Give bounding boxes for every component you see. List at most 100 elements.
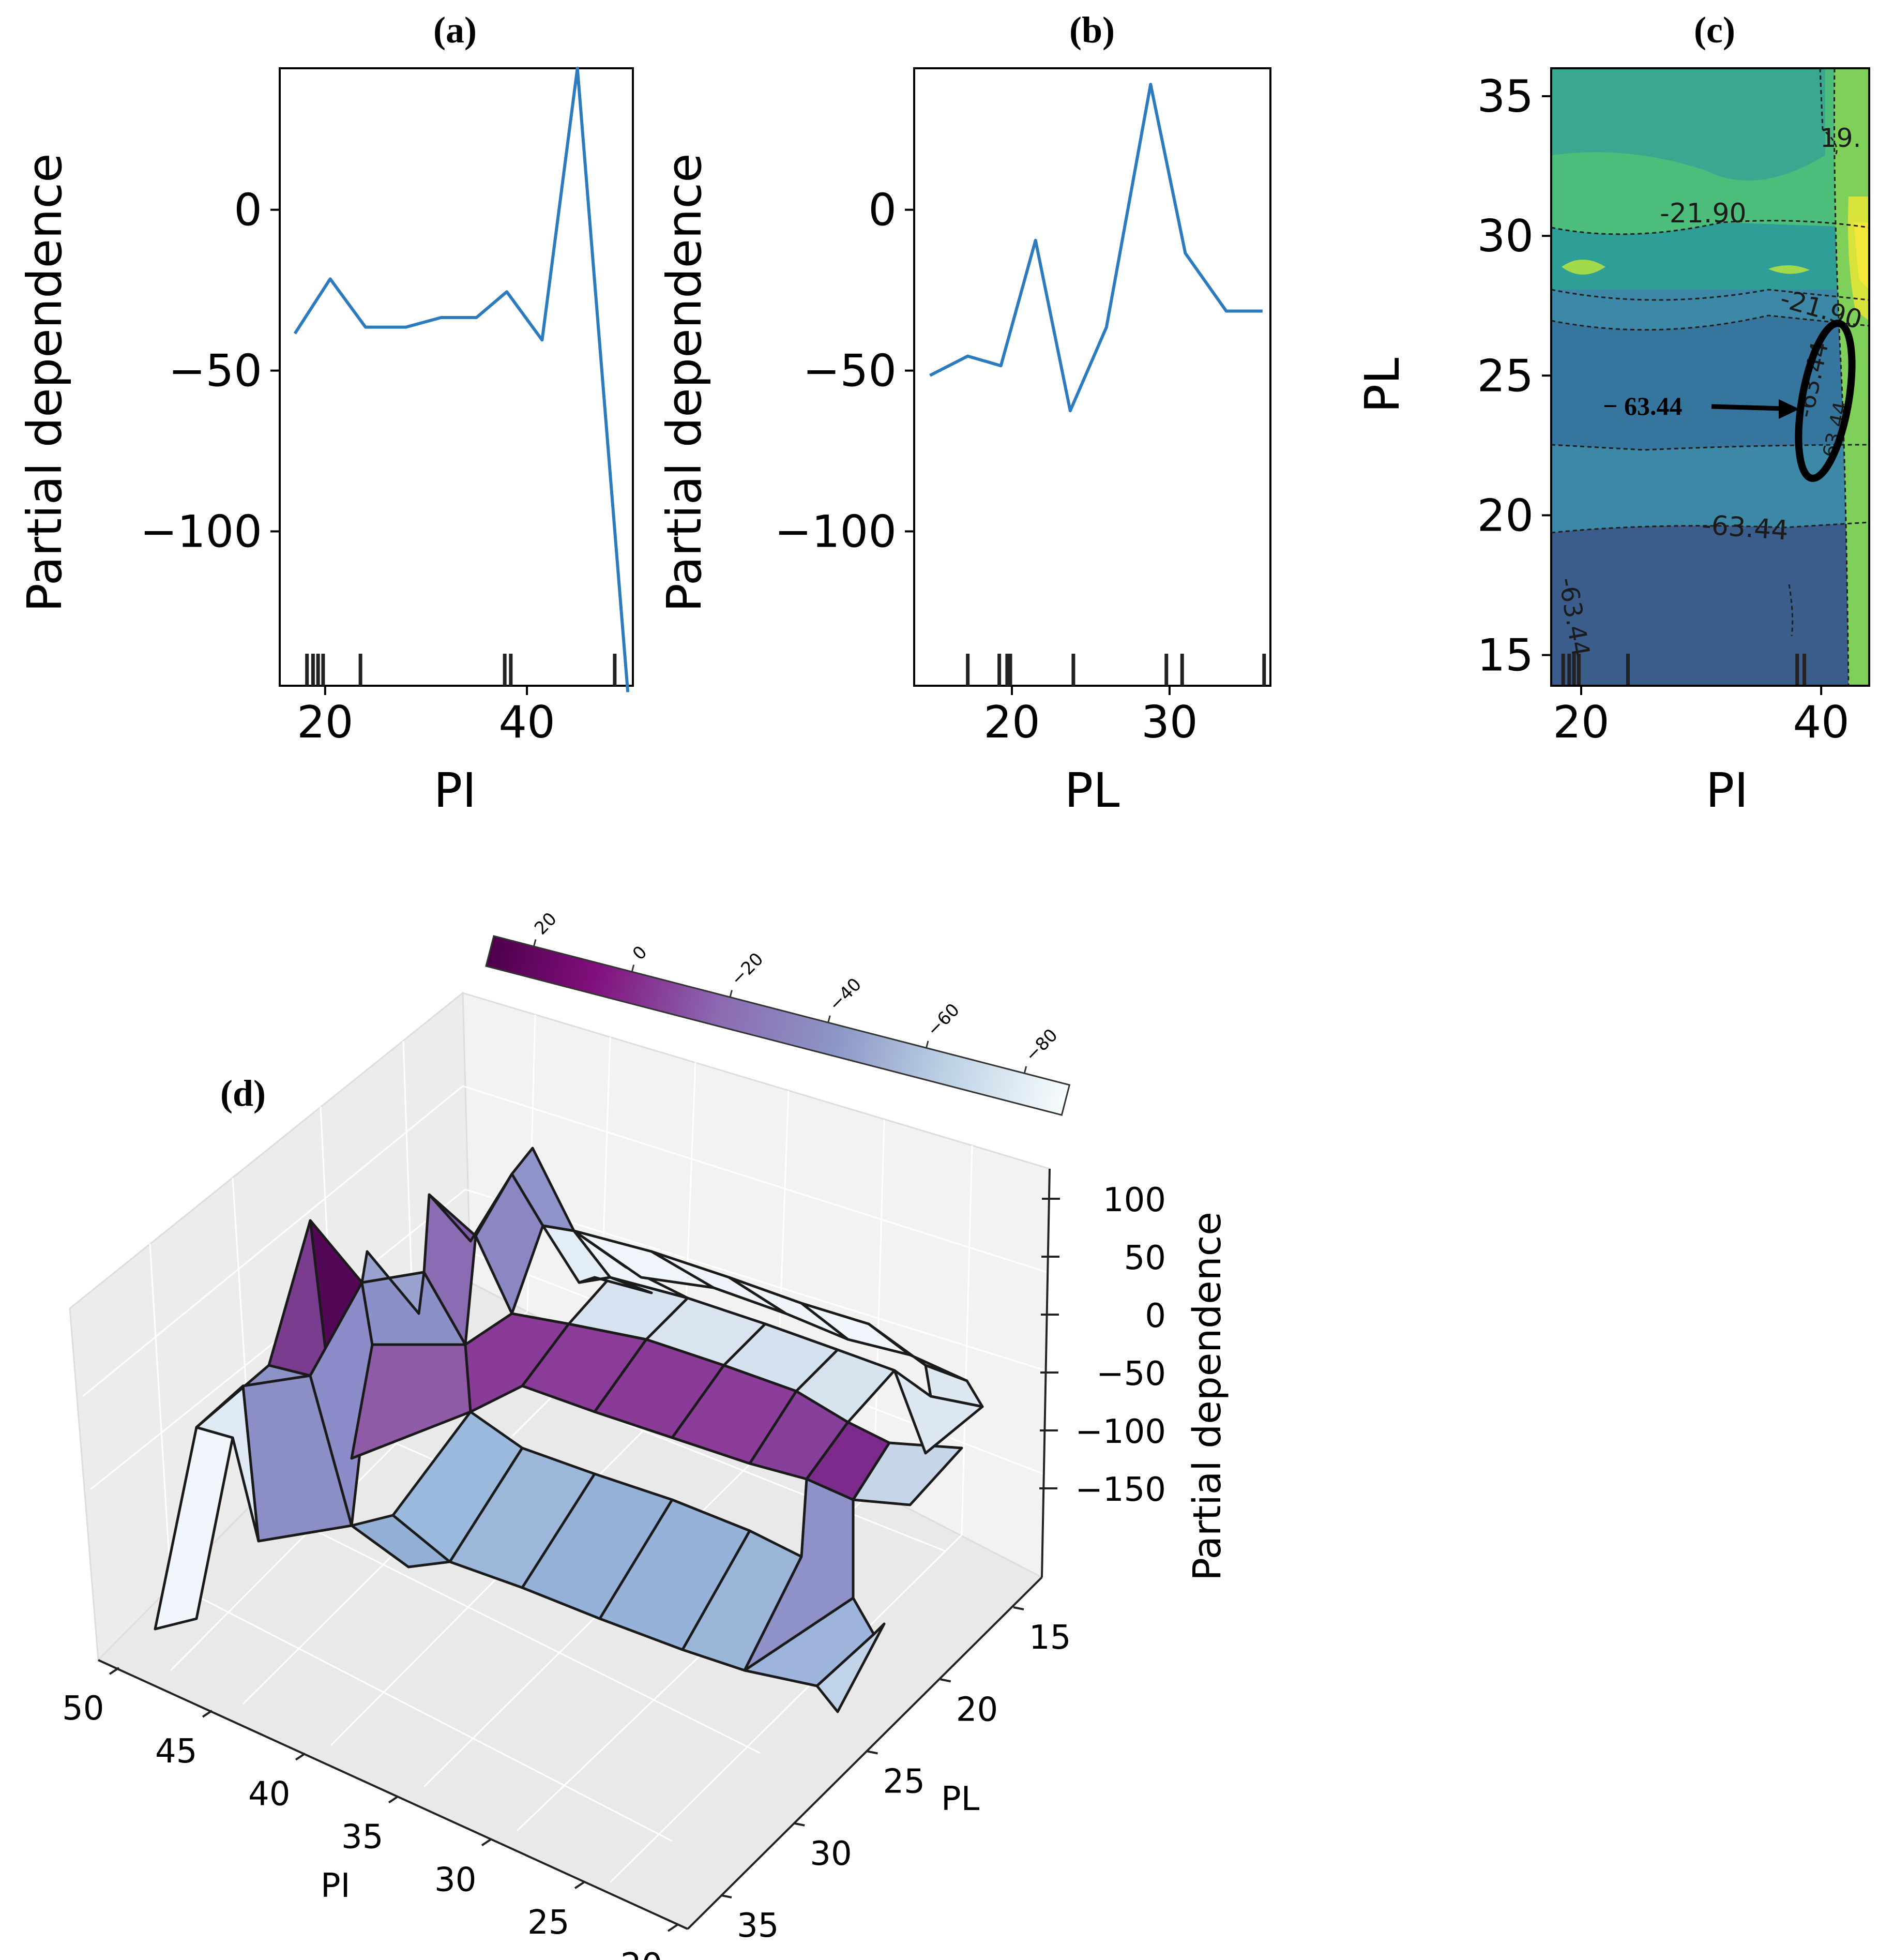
panel-c-contour-label: 19. [1820,123,1861,153]
y-tick-label: 30 [810,1835,852,1873]
panel-d-label: (d) [220,1073,266,1114]
y-tick-label: −100 [140,506,262,558]
panel-c-contour-field: 19. -21.90 -21.90 -63.44 -63.44 -63.44 -… [1551,68,1869,686]
x-tick-label: 40 [498,697,555,748]
colorbar-tick-label: −60 [923,1000,964,1041]
x-tick-label: 50 [62,1690,104,1728]
x-tick-label: 30 [434,1861,476,1899]
panel-a: (a) 20 40 0 −50 −100 PI Partial dependence [17,9,634,818]
panel-c: (c) [1355,9,1870,818]
colorbar-tick [827,1015,831,1023]
panel-d-surface [154,1147,984,1713]
panel-a-xlabel: PI [434,763,477,818]
panel-d-x-axis-line [98,1659,688,1930]
colorbar-tick [729,990,733,998]
y-tick [1013,1606,1024,1610]
colorbar-tick-label: 20 [531,909,561,939]
panel-b-xlabel: PL [1065,763,1120,818]
y-tick-label: −50 [803,345,897,397]
x-tick [109,1667,120,1675]
x-tick-label: 35 [341,1818,383,1857]
panel-b-label: (b) [1069,9,1115,51]
panel-a-label: (a) [433,9,477,51]
z-tick-label: 0 [1145,1297,1166,1335]
x-tick-label: 20 [983,697,1040,748]
x-tick-label: 20 [297,697,353,748]
panel-c-annotation-ellipse [1795,320,1856,482]
colorbar-tick-label: −40 [825,974,866,1015]
x-tick-label: 40 [248,1775,290,1814]
panel-b: (b) 20 30 0 −50 −100 PL Partial dependence [657,9,1271,818]
z-tick-label: 100 [1103,1181,1166,1219]
panel-d-zlabel: Partial dependence [1185,1212,1230,1581]
y-tick [721,1894,732,1898]
panel-c-ylabel: PL [1355,358,1410,413]
x-tick [388,1795,399,1804]
panel-c-contour-label: -21.90 [1660,198,1747,229]
colorbar-tick [926,1041,929,1048]
x-tick [295,1753,306,1761]
panel-c-annotation-text: − 63.44 [1603,391,1683,420]
y-tick [867,1750,878,1755]
y-tick-label: 25 [883,1763,925,1801]
colorbar-tick [1023,1066,1027,1074]
y-tick-label: 0 [868,185,897,236]
y-tick-label: −50 [169,345,263,397]
y-tick-label: 0 [234,185,262,236]
panel-d: (d) [62,909,1230,1960]
z-tick-label: −150 [1075,1471,1166,1509]
panel-c-label: (c) [1694,9,1735,51]
x-tick-label: 25 [527,1904,569,1942]
surface-facet [893,1369,984,1455]
y-tick-label: 15 [1477,630,1534,682]
panel-a-line [293,67,630,692]
y-tick [794,1822,805,1827]
x-tick [202,1710,213,1718]
y-tick-label: 35 [737,1907,779,1945]
panel-b-plot-frame [913,67,1271,687]
colorbar-tick-label: −80 [1021,1025,1062,1066]
panel-b-rug [966,654,1266,686]
panel-c-plot-frame [1550,67,1870,687]
x-tick-label: 45 [155,1732,197,1771]
x-tick [574,1881,585,1889]
panel-b-line [929,83,1263,413]
x-tick-label: 20 [620,1947,662,1960]
y-tick-label: 30 [1477,210,1534,262]
x-tick-label: 20 [1553,697,1609,748]
colorbar-tick-label: −20 [727,949,768,990]
z-tick-label: 50 [1124,1239,1166,1277]
x-tick-label: 30 [1141,697,1198,748]
surface-facet [852,1441,963,1506]
x-tick [481,1838,492,1846]
y-tick-label: 15 [1029,1619,1071,1657]
colorbar-tick [533,939,537,947]
panel-c-xlabel: PI [1706,763,1749,818]
x-tick-label: 40 [1793,697,1849,748]
colorbar-tick [631,964,635,972]
panel-c-rug [1561,654,1807,686]
colorbar-gradient [485,935,1071,1116]
y-tick-label: 20 [1477,490,1534,541]
panel-a-ylabel: Partial dependence [17,153,72,612]
colorbar-tick-label: 0 [629,942,651,964]
y-tick-label: 25 [1477,350,1534,402]
panel-c-annotation-arrowhead [1779,399,1799,419]
panel-d-xlabel: PI [321,1867,350,1905]
surface-facet [360,1250,426,1315]
x-tick [667,1924,678,1932]
panel-a-rug [305,654,617,686]
y-tick-label: −100 [775,506,897,558]
z-tick-label: −100 [1075,1413,1166,1451]
panel-d-ylabel: PL [941,1780,980,1818]
surface-facet [578,1276,653,1294]
y-tick [940,1678,951,1683]
y-tick-label: 20 [956,1691,998,1729]
panel-b-ylabel: Partial dependence [657,153,712,612]
y-tick-label: 35 [1477,71,1534,123]
panel-a-plot-frame [279,67,634,687]
panel-c-annotation-arrow [1711,404,1782,411]
panel-d-y-axis-line [687,1576,1043,1930]
panel-c-contour-label: -63.44 [1701,509,1789,547]
